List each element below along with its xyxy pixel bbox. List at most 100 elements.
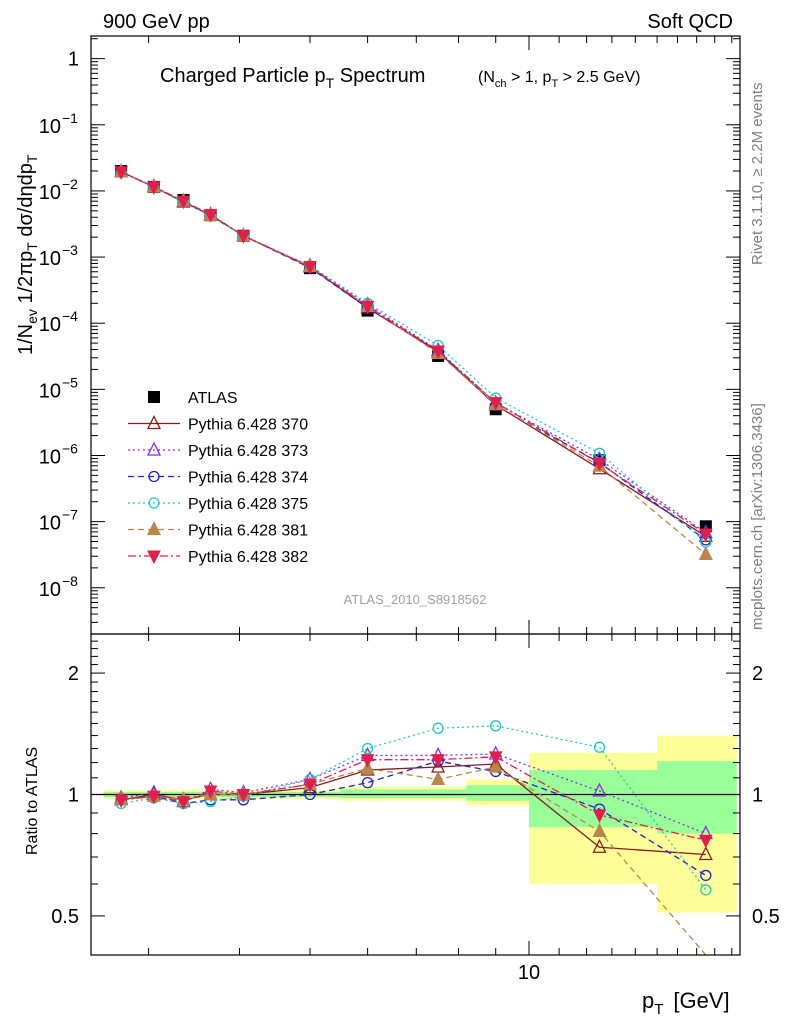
chart-cut-label: (Nch > 1, pT > 2.5 GeV) [478,69,640,90]
ratio-series [114,751,713,849]
y-tick-exponent: −6 [62,440,78,456]
legend-marker [148,497,160,509]
ratio-point [700,884,712,896]
ratio-point [432,722,444,734]
header-left: 900 GeV pp [103,11,210,33]
legend-label: ATLAS [188,390,238,407]
data-point [431,345,445,360]
legend-entry: ATLAS [148,390,238,407]
data-point [176,195,191,210]
data-point [114,166,128,180]
y-tick-label: 10 [39,248,61,270]
ratio-point [147,790,161,805]
upper-frame [90,35,741,635]
lower-ylabel: Ratio to ATLAS [24,747,41,855]
y-tick-label: 10 [39,446,61,468]
data-point [698,545,713,561]
ratio-point [361,742,374,755]
ratio-point [488,758,503,773]
data-point [488,397,503,411]
ratio-point [303,778,317,793]
ratio-point [592,822,607,838]
ratio-point [592,782,607,797]
legend-entry: Pythia 6.428 370 [128,415,308,434]
ratio-point [592,809,607,824]
data-point [236,230,251,244]
y-tick-label: 10 [39,314,61,336]
ratio-uncertainty-bands [103,735,737,913]
legend-marker [148,391,160,403]
ratio-point [488,751,503,765]
legend-marker [146,521,162,536]
data-point [699,528,713,543]
legend-label: Pythia 6.428 381 [188,523,308,540]
y-tick-exponent: −2 [62,176,78,192]
xlabel-part: T [654,1001,663,1018]
y-tick-label: 10 [39,579,61,601]
legend-label: Pythia 6.428 375 [188,496,308,513]
ratio-point [431,754,445,768]
data-point [360,300,375,315]
y-tick-exponent: −8 [62,573,78,589]
legend-entry: Pythia 6.428 375 [128,496,308,513]
legend-label: Pythia 6.428 370 [188,417,308,434]
upper-series [115,166,712,546]
y-tick-label: 10 [39,380,61,402]
ratio-point [176,796,191,810]
legend-marker [148,470,160,483]
axis-ticks: 110 −110 −210 −310 −410 −510 −610 −710 −82 21 10.5… [39,36,780,984]
mcplots-label: mcplots.cern.ch [arXiv:1306.3436] [749,403,766,630]
ratio-point [361,776,374,789]
ratio-line [121,760,707,876]
cut-part: (N [478,69,495,86]
legend-marker [146,441,162,456]
ratio-tick-label: 1 [68,785,79,807]
ratio-point [114,794,128,808]
title-part: Charged Particle p [160,65,326,87]
title-part: Spectrum [334,65,425,87]
ratio-point [593,741,606,753]
y-tick-exponent: −4 [62,308,78,324]
xlabel-part: p [642,988,654,1013]
upper-ylabel: 1/Nev 1/2πpT dσ/dηdpT [15,154,40,355]
cut-part: > 2.5 GeV) [558,69,640,86]
ratio-point [490,720,502,732]
cut-part: ch [495,78,507,90]
chart-title: Charged Particle pT Spectrum [160,65,425,91]
xlabel-part: [GeV] [673,988,729,1013]
band-green [340,789,467,799]
ratio-tick-label: 2 [68,663,79,685]
title-part: T [326,75,335,91]
series-layer [114,163,713,956]
band-green [466,785,529,801]
cut-part: T [551,78,558,90]
y-tick-label: 1 [68,49,79,71]
y-tick-exponent: −7 [62,507,78,523]
y-tick-label: 10 [39,116,61,138]
header-right: Soft QCD [647,11,733,33]
legend-label: Pythia 6.428 373 [188,443,308,460]
ratio-point [360,754,375,768]
upper-series [115,166,712,548]
y-tick-exponent: −3 [62,242,78,258]
data-point [203,209,218,223]
data-point [592,457,607,472]
legend: ATLAS Pythia 6.428 370 Pythia 6.428 373 Pyt… [128,390,308,566]
ratio-point [700,869,712,882]
ratio-tick-label: 0.5 [51,906,79,928]
y-tick-label: 10 [39,513,61,535]
x-axis-label: pT [GeV] [642,988,730,1018]
series-line [120,171,707,543]
cut-part: > 1, p [507,69,552,86]
rivet-label: Rivet 3.1.10, ≥ 2.2M events [749,83,766,266]
ratio-point [592,838,607,853]
data-point [303,261,317,275]
legend-marker [146,415,162,430]
ratio-tick-label-right: 0.5 [752,906,780,928]
legend-entry: Pythia 6.428 382 [128,549,308,566]
ratio-point [203,785,218,800]
legend-entry: Pythia 6.428 381 [128,521,308,540]
ratio-tick-label-right: 2 [752,663,763,685]
y-tick-exponent: −5 [62,374,78,390]
